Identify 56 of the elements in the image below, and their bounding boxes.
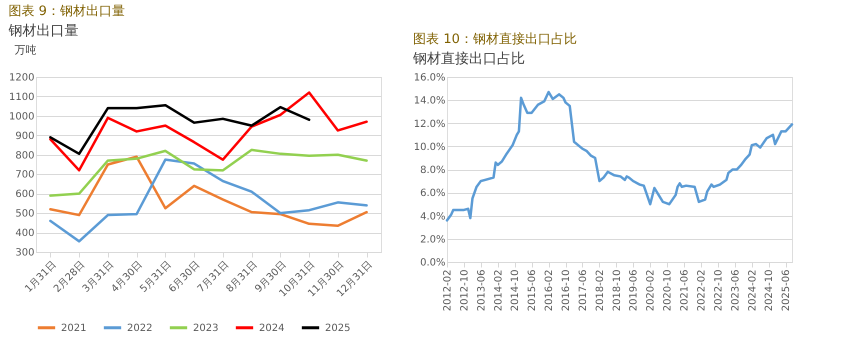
- y-tick-label: 12.0%: [414, 118, 446, 130]
- y-tick-label: 8.0%: [420, 165, 446, 176]
- x-tick-label: 2021-06: [680, 270, 690, 312]
- chart-title: 图表 10：钢材直接出口占比: [413, 32, 577, 47]
- x-tick-label: 2012-02: [442, 270, 454, 312]
- y-tick-label: 4.0%: [420, 211, 446, 222]
- x-tick-label: 2015-06: [527, 270, 538, 312]
- y-tick-label: 1000: [9, 111, 34, 122]
- x-tick-label: 2022-10: [713, 270, 724, 312]
- y-tick-label: 1100: [9, 92, 34, 103]
- x-tick-label: 2018-02: [594, 270, 606, 312]
- y-axis-title: 万吨: [14, 44, 36, 56]
- x-tick-label: 2018-10: [612, 270, 623, 312]
- y-tick-label: 700: [15, 170, 34, 181]
- x-tick-label: 2016-10: [561, 270, 572, 312]
- y-tick-label: 900: [15, 130, 34, 142]
- legend-label: 2023: [193, 322, 218, 334]
- y-tick-label: 1200: [9, 72, 34, 84]
- y-tick-label: 800: [15, 150, 34, 162]
- y-tick-label: 300: [15, 248, 34, 258]
- x-tick-label: 2017-06: [578, 270, 589, 312]
- chart-subtitle: 钢材直接出口占比: [412, 51, 526, 67]
- legend-label: 2022: [127, 322, 152, 334]
- y-tick-label: 6.0%: [420, 188, 446, 200]
- line-series: [49, 91, 368, 172]
- y-tick-label: 500: [15, 208, 34, 220]
- x-tick-label: 2013-06: [476, 270, 488, 312]
- x-tick-label: 2020-02: [646, 270, 657, 312]
- chart-title: 图表 9：钢材出口量: [8, 4, 125, 19]
- y-tick-label: 16.0%: [414, 72, 446, 84]
- x-tick-label: 2014-02: [493, 270, 504, 312]
- line-series: [49, 158, 368, 243]
- x-tick-label: 2024-10: [764, 270, 776, 312]
- x-tick-label: 2020-10: [662, 270, 674, 312]
- x-tick-label: 2024-02: [747, 270, 758, 312]
- line-series: [49, 104, 310, 156]
- x-tick-label: 2019-06: [628, 270, 640, 312]
- legend-label: 2024: [259, 322, 284, 334]
- y-tick-label: 0.0%: [420, 258, 446, 268]
- line-series: [49, 148, 368, 197]
- x-tick-label: 2012-10: [459, 270, 470, 312]
- x-tick-label: 2014-10: [510, 270, 522, 312]
- x-tick-label: 2023-06: [730, 270, 742, 312]
- x-tick-label: 2016-02: [544, 270, 556, 312]
- y-tick-label: 400: [15, 228, 34, 240]
- y-tick-label: 2.0%: [420, 234, 446, 246]
- line-series: [446, 90, 794, 222]
- line-series: [49, 155, 368, 227]
- legend-label: 2021: [61, 322, 86, 334]
- y-tick-label: 10.0%: [414, 142, 446, 153]
- chart-subtitle: 钢材出口量: [8, 23, 79, 39]
- x-tick-label: 2025-06: [781, 270, 792, 312]
- y-tick-label: 600: [15, 189, 34, 200]
- x-tick-label: 2022-02: [696, 270, 708, 312]
- y-tick-label: 14.0%: [414, 96, 446, 107]
- legend-label: 2025: [325, 322, 350, 334]
